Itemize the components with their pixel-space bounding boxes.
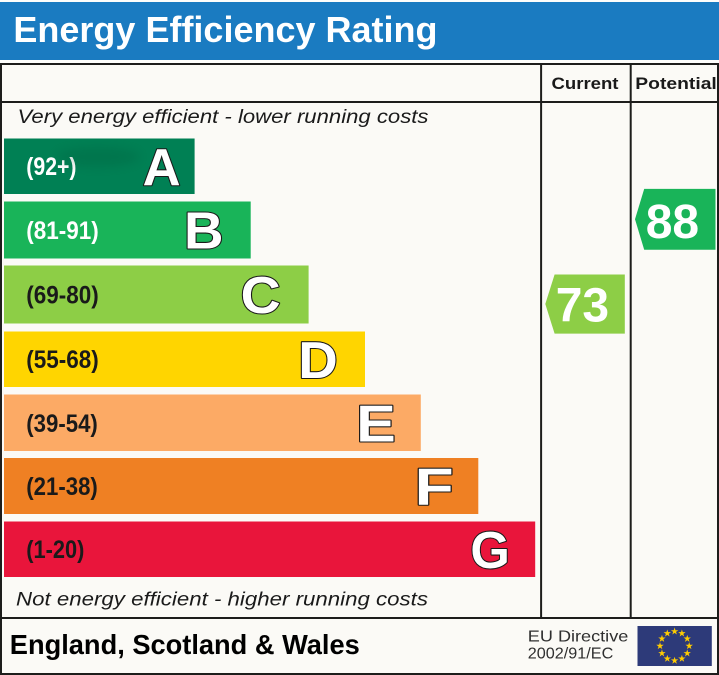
svg-text:A: A <box>143 139 181 197</box>
svg-text:(55-68): (55-68) <box>26 346 98 374</box>
svg-text:G: G <box>470 522 510 580</box>
svg-text:(21-38): (21-38) <box>26 473 98 501</box>
svg-text:Not energy efficient - higher: Not energy efficient - higher running co… <box>16 590 429 611</box>
svg-text:Energy Efficiency Rating: Energy Efficiency Rating <box>13 9 437 50</box>
svg-text:EU Directive: EU Directive <box>528 629 629 646</box>
svg-text:England, Scotland & Wales: England, Scotland & Wales <box>10 629 360 660</box>
svg-text:E: E <box>356 395 396 453</box>
svg-text:B: B <box>184 203 224 261</box>
svg-text:(81-91): (81-91) <box>26 217 98 245</box>
svg-text:2002/91/EC: 2002/91/EC <box>528 646 614 663</box>
svg-text:Very energy efficient - lower: Very energy efficient - lower running co… <box>18 107 430 128</box>
svg-text:Potential: Potential <box>635 74 717 93</box>
svg-text:73: 73 <box>556 280 609 333</box>
svg-text:(69-80): (69-80) <box>26 282 98 310</box>
svg-text:88: 88 <box>646 196 699 249</box>
svg-text:D: D <box>298 332 338 390</box>
svg-text:(39-54): (39-54) <box>26 410 98 438</box>
svg-text:(1-20): (1-20) <box>26 536 84 564</box>
svg-text:C: C <box>241 267 281 325</box>
svg-text:F: F <box>415 459 454 517</box>
svg-text:Current: Current <box>552 74 619 93</box>
